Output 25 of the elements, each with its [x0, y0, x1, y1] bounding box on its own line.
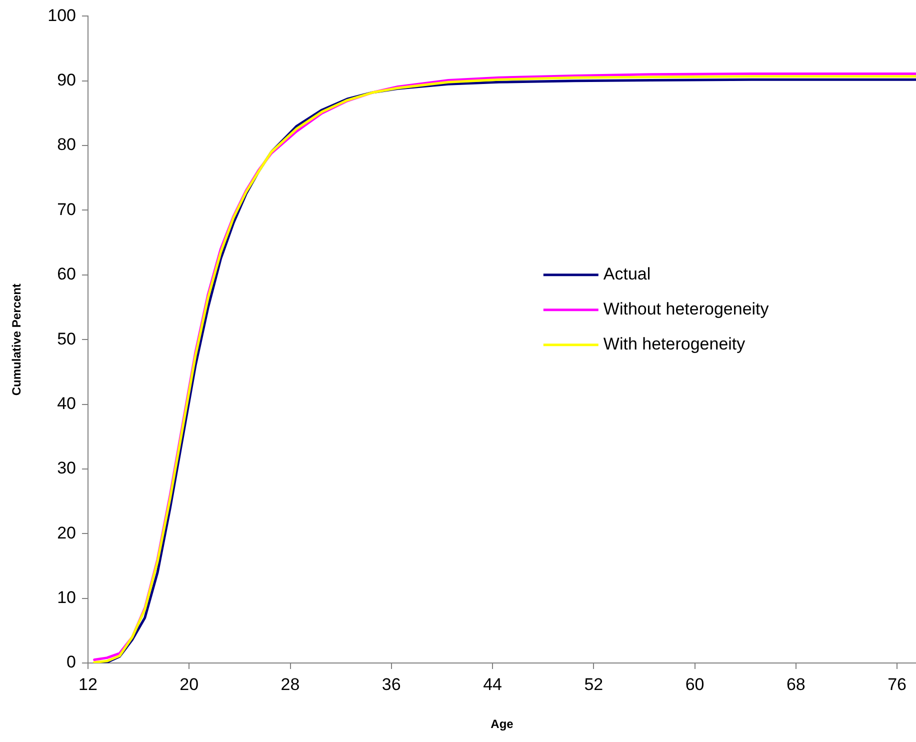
x-tick-label: 28 [280, 674, 300, 694]
x-tick-label: 52 [584, 674, 604, 694]
x-axis-title: Age [490, 717, 514, 732]
x-tick-label: 68 [786, 674, 806, 694]
y-tick-label: 100 [48, 6, 76, 25]
legend-label: With heterogeneity [603, 334, 746, 354]
y-tick-label: 50 [57, 329, 76, 348]
y-axis-title: Cumulative Percent [10, 284, 24, 396]
legend-label: Without heterogeneity [603, 300, 770, 319]
y-tick-label: 30 [57, 458, 76, 478]
x-tick-label: 76 [888, 674, 906, 694]
x-tick-label: 60 [685, 674, 704, 694]
y-tick-label: 70 [57, 200, 76, 219]
y-tick-label: 40 [57, 394, 76, 413]
y-tick-label: 20 [57, 523, 76, 542]
y-tick-label: 90 [57, 70, 76, 90]
y-tick-label: 60 [57, 264, 76, 284]
y-tick-label: 10 [57, 588, 76, 608]
legend-label: Actual [603, 264, 651, 284]
y-tick-label: 0 [66, 652, 76, 672]
y-tick-label: 80 [57, 135, 76, 154]
x-tick-label: 44 [483, 674, 502, 694]
x-tick-label: 20 [180, 674, 199, 694]
x-tick-label: 12 [78, 674, 98, 694]
x-tick-label: 36 [382, 674, 401, 694]
